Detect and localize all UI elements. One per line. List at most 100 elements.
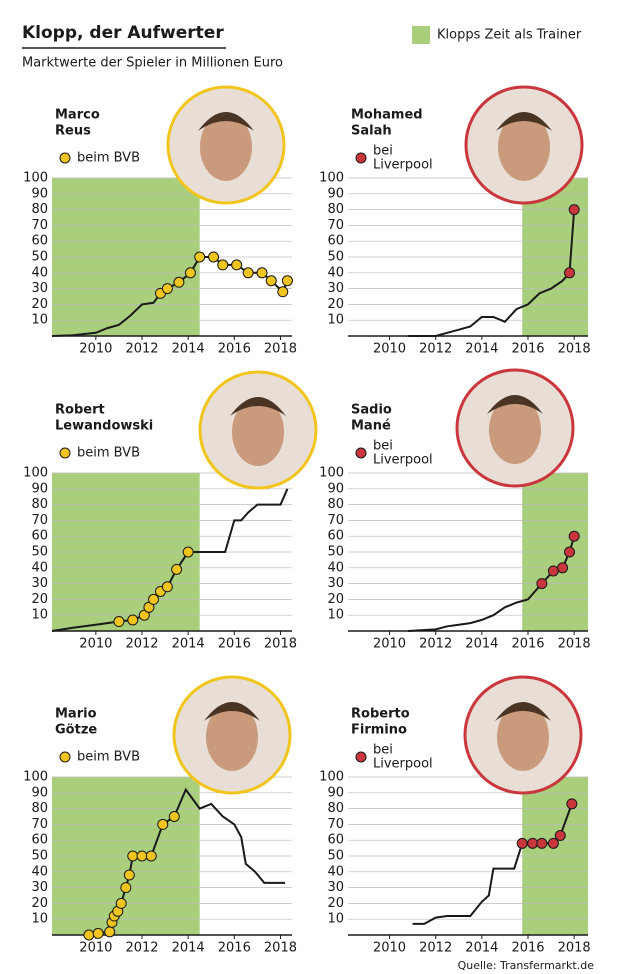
y-tick-label: 90	[31, 186, 48, 201]
y-tick-label: 30	[327, 281, 344, 296]
value-dot	[547, 837, 559, 849]
legend-dot	[59, 751, 71, 763]
value-line	[412, 803, 573, 925]
value-dot	[145, 850, 157, 862]
photo-face	[232, 398, 284, 466]
y-tick-label: 30	[31, 880, 48, 895]
x-tick-label: 2016	[218, 637, 251, 652]
y-tick-label: 50	[31, 849, 48, 864]
y-tick-label: 90	[327, 785, 344, 800]
legend-label: Liverpool	[373, 158, 433, 173]
x-tick-label: 2010	[79, 342, 112, 357]
x-tick-label: 2014	[172, 941, 205, 956]
value-dot	[194, 251, 206, 263]
x-tick-label: 2016	[511, 941, 544, 956]
y-tick-label: 10	[327, 912, 344, 927]
photo-hair	[230, 397, 286, 416]
value-line	[408, 209, 576, 337]
value-dot	[554, 829, 566, 841]
value-dot	[123, 869, 135, 881]
value-dot	[536, 837, 548, 849]
y-tick-label: 50	[327, 849, 344, 864]
value-dot	[115, 897, 127, 909]
x-tick-label: 2014	[465, 941, 498, 956]
y-tick-label: 90	[31, 785, 48, 800]
photo-hair	[487, 395, 543, 414]
photo-face	[206, 703, 258, 771]
legend-label: beim BVB	[77, 446, 140, 461]
legend-dot	[59, 152, 71, 164]
y-tick-label: 40	[31, 560, 48, 575]
y-tick-label: 70	[31, 218, 48, 233]
value-dot	[168, 811, 180, 822]
value-dot	[182, 546, 194, 558]
y-tick-label: 40	[31, 864, 48, 879]
y-tick-label: 20	[31, 592, 48, 607]
photo-hair	[496, 112, 552, 131]
legend-dot	[355, 152, 367, 164]
value-dot	[104, 926, 116, 938]
source: Quelle: Transfermarkt.de	[458, 959, 595, 972]
legend-swatch	[412, 26, 430, 44]
player-name: Roberto	[351, 707, 410, 722]
x-tick-label: 2010	[79, 637, 112, 652]
y-tick-label: 30	[31, 281, 48, 296]
y-tick-label: 70	[31, 513, 48, 528]
value-dot	[516, 837, 528, 849]
x-tick-label: 2014	[172, 637, 205, 652]
y-tick-label: 100	[319, 466, 344, 481]
y-tick-label: 100	[23, 171, 48, 186]
legend-label: Liverpool	[373, 453, 433, 468]
x-tick-label: 2018	[558, 342, 591, 357]
photo-face	[497, 703, 549, 771]
value-dot	[161, 581, 173, 593]
player-name: Sadio	[351, 403, 392, 418]
legend-dot	[59, 447, 71, 459]
value-dot	[564, 267, 576, 279]
y-tick-label: 100	[319, 171, 344, 186]
legend-label: beim BVB	[77, 151, 140, 166]
y-tick-label: 80	[31, 801, 48, 816]
legend-label: bei	[373, 439, 393, 454]
y-tick-label: 20	[327, 297, 344, 312]
value-dot	[564, 546, 576, 558]
legend-dot	[355, 447, 367, 459]
x-tick-label: 2012	[419, 342, 452, 357]
x-tick-label: 2016	[218, 342, 251, 357]
y-tick-label: 70	[327, 817, 344, 832]
legend-dot	[355, 751, 367, 763]
legend-label: bei	[373, 743, 393, 758]
y-tick-label: 90	[327, 481, 344, 496]
legend-label: bei	[373, 144, 393, 159]
value-dot	[265, 275, 277, 287]
value-dot	[557, 562, 569, 574]
x-tick-label: 2010	[373, 342, 406, 357]
x-tick-label: 2012	[125, 342, 158, 357]
legend-label: Klopps Zeit als Trainer	[437, 28, 582, 43]
y-tick-label: 50	[31, 545, 48, 560]
y-tick-label: 60	[327, 529, 344, 544]
y-tick-label: 20	[327, 896, 344, 911]
player-name: Robert	[55, 403, 105, 418]
y-tick-label: 40	[327, 864, 344, 879]
player-name: Salah	[351, 124, 392, 139]
y-tick-label: 60	[31, 529, 48, 544]
photo-hair	[198, 112, 254, 131]
x-tick-label: 2018	[264, 342, 297, 357]
y-tick-label: 80	[327, 202, 344, 217]
value-dot	[281, 275, 293, 287]
y-tick-label: 40	[327, 560, 344, 575]
y-tick-label: 60	[31, 234, 48, 249]
player-name: Mohamed	[351, 108, 423, 123]
value-dot	[536, 578, 548, 590]
y-tick-label: 70	[327, 218, 344, 233]
value-dot	[136, 850, 148, 862]
player-name: Mario	[55, 707, 97, 722]
value-dot	[161, 283, 173, 295]
photo-hair	[204, 702, 260, 721]
y-tick-label: 100	[23, 466, 48, 481]
x-tick-label: 2018	[558, 941, 591, 956]
x-tick-label: 2012	[419, 637, 452, 652]
x-tick-label: 2014	[172, 342, 205, 357]
y-tick-label: 50	[31, 250, 48, 265]
